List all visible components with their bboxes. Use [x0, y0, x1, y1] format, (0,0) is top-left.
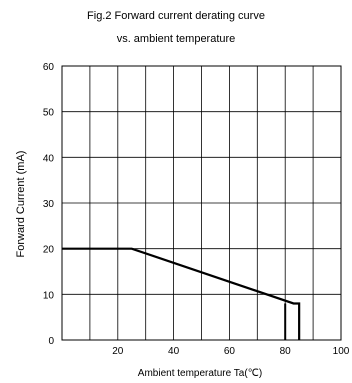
- x-axis-label: Ambient temperature Ta(℃): [138, 368, 262, 379]
- y-tick-label: 10: [43, 290, 55, 301]
- x-tick-label: 80: [280, 346, 292, 357]
- x-tick-label: 60: [224, 346, 236, 357]
- y-axis-label: Forward Current (mA): [15, 151, 27, 258]
- y-tick-label: 0: [48, 336, 54, 347]
- series-layer: [61, 247, 301, 341]
- y-tick-label: 50: [43, 108, 55, 119]
- y-tick-label: 20: [43, 245, 55, 256]
- y-tick-label: 30: [43, 199, 55, 210]
- chart-title-line-2: vs. ambient temperature: [117, 33, 236, 45]
- chart-title-line-1: Fig.2 Forward current derating curve: [87, 10, 265, 22]
- y-axis-ticks: 0 10 20 30 40 50 60: [43, 62, 55, 347]
- y-tick-label: 40: [43, 153, 55, 164]
- plot-border: [61, 65, 342, 341]
- x-tick-label: 100: [333, 346, 350, 357]
- grid: [62, 66, 341, 340]
- plot-frame: [61, 65, 342, 341]
- y-tick-label: 60: [43, 62, 55, 73]
- x-axis-ticks: 20 40 60 80 100: [112, 346, 350, 357]
- x-tick-label: 40: [168, 346, 180, 357]
- x-tick-label: 20: [112, 346, 124, 357]
